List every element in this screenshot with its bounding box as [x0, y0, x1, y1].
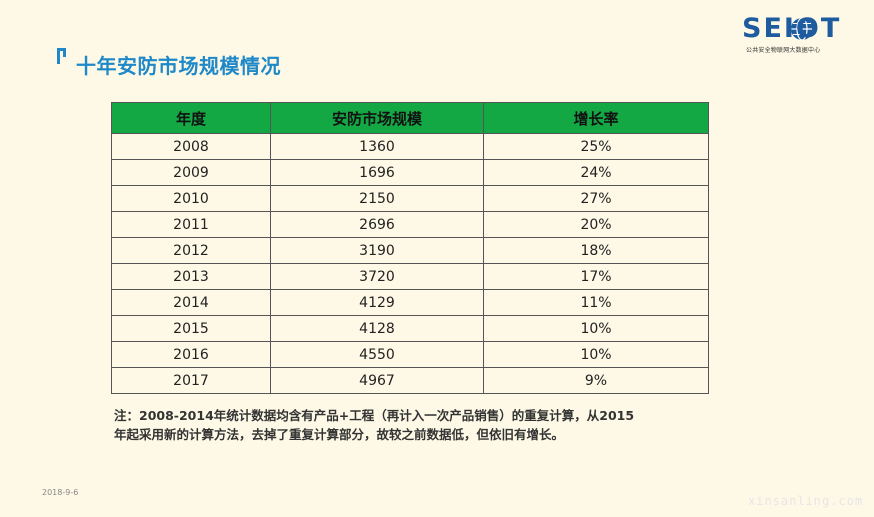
cell-year: 2008 — [111, 133, 271, 160]
cell-market-size: 3720 — [270, 263, 484, 290]
cell-market-size: 1696 — [270, 159, 484, 186]
footnote-line-1: 注：2008-2014年统计数据均含有产品+工程（再计入一次产品销售）的重复计算… — [114, 408, 635, 423]
cell-growth-rate: 10% — [483, 315, 709, 342]
cell-growth-rate: 9% — [483, 367, 709, 394]
table-row: 2014 4129 11% — [111, 289, 709, 316]
cell-market-size: 4550 — [270, 341, 484, 368]
table-row: 2013 3720 17% — [111, 263, 709, 290]
table-row: 2011 2696 20% — [111, 211, 709, 238]
cell-growth-rate: 18% — [483, 237, 709, 264]
footnote: 注：2008-2014年统计数据均含有产品+工程（再计入一次产品销售）的重复计算… — [114, 406, 694, 444]
cell-year: 2017 — [111, 367, 271, 394]
table-row: 2012 3190 18% — [111, 237, 709, 264]
slide-date: 2018-9-6 — [42, 488, 79, 497]
cell-market-size: 4128 — [270, 315, 484, 342]
cell-year: 2010 — [111, 185, 271, 212]
table-row: 2010 2150 27% — [111, 185, 709, 212]
cell-year: 2011 — [111, 211, 271, 238]
cell-year: 2009 — [111, 159, 271, 186]
cell-market-size: 3190 — [270, 237, 484, 264]
cell-year: 2015 — [111, 315, 271, 342]
title-bracket-icon — [55, 46, 67, 66]
cell-market-size: 2150 — [270, 185, 484, 212]
slide-title: 十年安防市场规模情况 — [76, 54, 281, 78]
cell-growth-rate: 11% — [483, 289, 709, 316]
cell-growth-rate: 25% — [483, 133, 709, 160]
logo-subtitle: 公共安全物联网大数据中心 — [746, 47, 821, 54]
cell-year: 2016 — [111, 341, 271, 368]
cell-market-size: 1360 — [270, 133, 484, 160]
seiot-logo: SEIOT 公共安全物联网大数据中心 — [738, 13, 842, 56]
globe-icon — [791, 17, 813, 41]
footnote-line-2: 年起采用新的计算方法，去掉了重复计算部分，故较之前数据低，但依旧有增长。 — [114, 427, 565, 442]
table-row: 2015 4128 10% — [111, 315, 709, 342]
table-row: 2008 1360 25% — [111, 133, 709, 160]
watermark: xinsanling.com — [748, 494, 864, 508]
header-market-size: 安防市场规模 — [270, 102, 484, 134]
header-year: 年度 — [111, 102, 271, 134]
table-row: 2016 4550 10% — [111, 341, 709, 368]
table-header-row: 年度 安防市场规模 增长率 — [111, 102, 709, 134]
cell-growth-rate: 17% — [483, 263, 709, 290]
logo-text: SEIOT — [742, 13, 842, 44]
cell-year: 2012 — [111, 237, 271, 264]
cell-growth-rate: 24% — [483, 159, 709, 186]
cell-year: 2014 — [111, 289, 271, 316]
market-size-table: 年度 安防市场规模 增长率 2008 1360 25% 2009 1696 24… — [111, 102, 709, 394]
cell-market-size: 4129 — [270, 289, 484, 316]
cell-market-size: 2696 — [270, 211, 484, 238]
cell-year: 2013 — [111, 263, 271, 290]
header-growth-rate: 增长率 — [483, 102, 709, 134]
cell-market-size: 4967 — [270, 367, 484, 394]
cell-growth-rate: 10% — [483, 341, 709, 368]
cell-growth-rate: 27% — [483, 185, 709, 212]
table-row: 2017 4967 9% — [111, 367, 709, 394]
cell-growth-rate: 20% — [483, 211, 709, 238]
table-row: 2009 1696 24% — [111, 159, 709, 186]
